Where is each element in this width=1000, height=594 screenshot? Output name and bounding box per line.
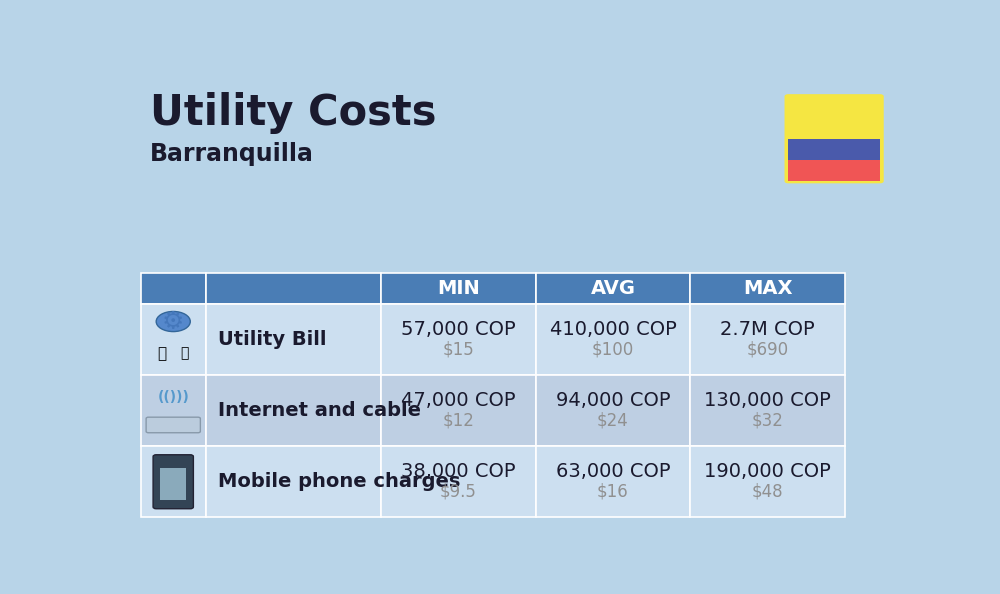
Text: 38,000 COP: 38,000 COP (401, 462, 515, 481)
Text: $32: $32 (752, 412, 784, 430)
Text: $24: $24 (597, 412, 629, 430)
Text: Internet and cable: Internet and cable (218, 402, 421, 421)
Text: $15: $15 (442, 341, 474, 359)
FancyBboxPatch shape (153, 455, 193, 508)
FancyBboxPatch shape (536, 304, 690, 375)
Text: 🔌: 🔌 (157, 346, 166, 361)
Text: $48: $48 (752, 483, 784, 501)
FancyBboxPatch shape (536, 273, 690, 304)
Text: MIN: MIN (437, 279, 480, 298)
FancyBboxPatch shape (140, 375, 206, 446)
Text: 410,000 COP: 410,000 COP (550, 320, 676, 339)
Text: $12: $12 (442, 412, 474, 430)
FancyBboxPatch shape (146, 417, 200, 433)
Bar (788, 160, 880, 181)
Circle shape (156, 311, 190, 331)
FancyBboxPatch shape (140, 273, 206, 304)
FancyBboxPatch shape (690, 375, 845, 446)
Text: 130,000 COP: 130,000 COP (704, 391, 831, 410)
FancyBboxPatch shape (785, 94, 884, 184)
FancyBboxPatch shape (690, 273, 845, 304)
Text: (())): (())) (157, 390, 189, 404)
Text: 63,000 COP: 63,000 COP (556, 462, 670, 481)
FancyBboxPatch shape (206, 304, 381, 375)
Text: AVG: AVG (590, 279, 635, 298)
FancyBboxPatch shape (381, 375, 536, 446)
Text: 190,000 COP: 190,000 COP (704, 462, 831, 481)
Text: $9.5: $9.5 (440, 483, 477, 501)
Text: $690: $690 (747, 341, 789, 359)
FancyBboxPatch shape (381, 304, 536, 375)
FancyBboxPatch shape (140, 446, 206, 517)
FancyBboxPatch shape (206, 446, 381, 517)
FancyBboxPatch shape (381, 273, 536, 304)
FancyBboxPatch shape (381, 446, 536, 517)
Text: Utility Costs: Utility Costs (150, 92, 436, 134)
FancyBboxPatch shape (690, 304, 845, 375)
Text: 🔧: 🔧 (181, 346, 189, 361)
Text: Barranquilla: Barranquilla (150, 142, 314, 166)
Bar (788, 139, 880, 160)
Text: ⚙: ⚙ (162, 309, 184, 333)
Text: 47,000 COP: 47,000 COP (401, 391, 515, 410)
FancyBboxPatch shape (536, 446, 690, 517)
FancyBboxPatch shape (140, 304, 206, 375)
Text: Mobile phone charges: Mobile phone charges (218, 472, 460, 491)
Text: $100: $100 (592, 341, 634, 359)
Text: $16: $16 (597, 483, 629, 501)
Text: MAX: MAX (743, 279, 792, 298)
FancyBboxPatch shape (160, 468, 186, 500)
Text: 2.7M COP: 2.7M COP (720, 320, 815, 339)
FancyBboxPatch shape (690, 446, 845, 517)
Text: 57,000 COP: 57,000 COP (401, 320, 516, 339)
FancyBboxPatch shape (206, 375, 381, 446)
FancyBboxPatch shape (536, 375, 690, 446)
Text: 94,000 COP: 94,000 COP (556, 391, 670, 410)
FancyBboxPatch shape (206, 273, 381, 304)
Text: Utility Bill: Utility Bill (218, 330, 326, 349)
